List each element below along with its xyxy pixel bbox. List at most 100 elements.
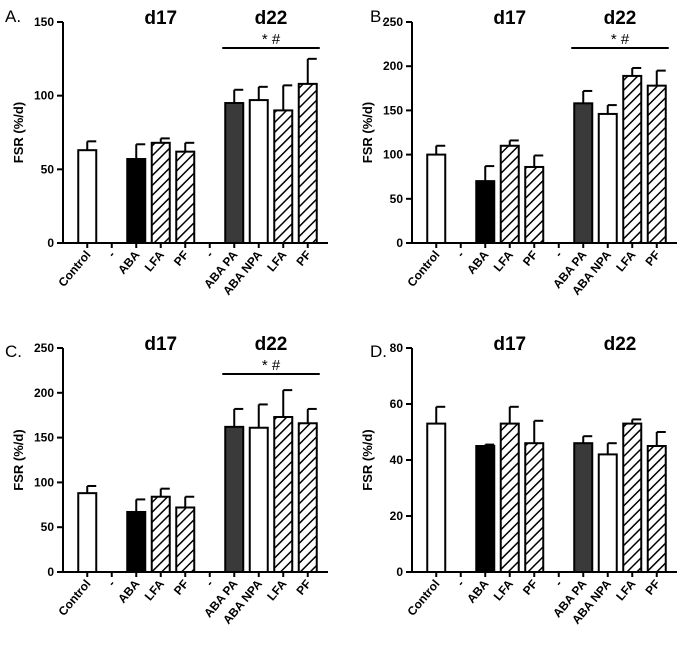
panel-letter: C.	[5, 342, 22, 361]
y-tick-label: 0	[47, 565, 54, 579]
category-label: LFA	[491, 577, 517, 604]
category-label: PF	[293, 248, 314, 269]
y-tick-label: 0	[396, 236, 403, 250]
bar	[475, 445, 496, 573]
category-label: LFA	[613, 248, 639, 275]
bar	[524, 442, 545, 574]
bar	[573, 102, 594, 244]
panel-letter: D.	[370, 342, 387, 361]
bar	[77, 149, 98, 244]
category-label: PF	[293, 577, 314, 598]
category-label: Control	[55, 248, 93, 290]
bar	[524, 165, 545, 244]
category-label: LFA	[142, 577, 168, 604]
category-label: Control	[55, 577, 93, 619]
category-label: -	[454, 577, 467, 589]
category-label: PF	[171, 248, 192, 269]
category-label: PF	[171, 577, 192, 598]
bar	[622, 422, 643, 573]
category-label: ABA	[464, 577, 492, 606]
y-tick-label: 60	[390, 397, 404, 411]
bar	[573, 442, 594, 574]
y-tick-label: 50	[390, 192, 404, 206]
bar	[248, 426, 269, 573]
category-label: LFA	[264, 248, 290, 275]
bar	[426, 153, 447, 245]
category-label: -	[203, 248, 216, 260]
bar	[646, 84, 667, 245]
bar	[646, 445, 667, 573]
category-label: ABA	[464, 248, 492, 277]
y-tick-label: 150	[34, 15, 54, 29]
group-label: d17	[144, 8, 177, 29]
category-label: Control	[404, 248, 442, 290]
y-tick-label: 0	[396, 565, 403, 579]
group-label: d22	[255, 334, 288, 355]
group-label: d17	[493, 8, 526, 29]
y-tick-label: 100	[34, 89, 54, 103]
y-axis-label: FSR (%/d)	[360, 429, 375, 490]
bar	[297, 422, 318, 573]
y-tick-label: 80	[390, 341, 404, 355]
category-label: -	[552, 577, 565, 589]
category-label: ABA	[115, 577, 143, 606]
bar	[475, 180, 496, 244]
y-tick-label: 20	[390, 509, 404, 523]
category-label: LFA	[142, 248, 168, 275]
bar	[224, 102, 245, 244]
group-label: d22	[255, 8, 288, 29]
category-label: ABA	[115, 248, 143, 277]
y-tick-label: 250	[383, 15, 403, 29]
y-tick-label: 150	[383, 103, 403, 117]
category-label: -	[552, 248, 565, 260]
bar	[150, 495, 171, 573]
bar	[426, 422, 447, 573]
bar	[126, 510, 147, 573]
bar	[248, 99, 269, 244]
category-label: Control	[404, 577, 442, 619]
y-axis-label: FSR (%/d)	[360, 102, 375, 163]
group-label: d22	[604, 8, 637, 29]
category-label: LFA	[491, 248, 517, 275]
panel-letter: B.	[370, 7, 386, 26]
y-axis-label: FSR (%/d)	[11, 429, 26, 490]
y-tick-label: 100	[34, 475, 54, 489]
category-label: -	[203, 577, 216, 589]
category-label: -	[105, 248, 118, 260]
y-tick-label: 150	[34, 431, 54, 445]
panel-letter: A.	[5, 7, 21, 26]
y-tick-label: 250	[34, 341, 54, 355]
bar	[77, 492, 98, 574]
y-tick-label: 50	[41, 162, 55, 176]
category-label: -	[105, 577, 118, 589]
y-tick-label: 200	[34, 386, 54, 400]
significance-label: * #	[262, 31, 281, 48]
y-axis-label: FSR (%/d)	[11, 102, 26, 163]
group-label: d17	[493, 334, 526, 355]
significance-label: * #	[262, 357, 281, 374]
bar	[273, 109, 294, 245]
y-tick-label: 50	[41, 520, 55, 534]
bar	[622, 74, 643, 245]
category-label: -	[454, 248, 467, 260]
y-tick-label: 200	[383, 59, 403, 73]
bar	[224, 425, 245, 573]
bar	[175, 506, 196, 574]
y-tick-label: 100	[383, 148, 403, 162]
group-label: d17	[144, 334, 177, 355]
bar	[126, 158, 147, 245]
category-label: PF	[642, 577, 663, 598]
significance-label: * #	[611, 31, 630, 48]
category-label: PF	[520, 577, 541, 598]
bar	[597, 453, 618, 573]
bar	[499, 144, 520, 244]
bar	[175, 150, 196, 244]
category-label: LFA	[613, 577, 639, 604]
bar	[297, 82, 318, 244]
bar	[150, 141, 171, 245]
